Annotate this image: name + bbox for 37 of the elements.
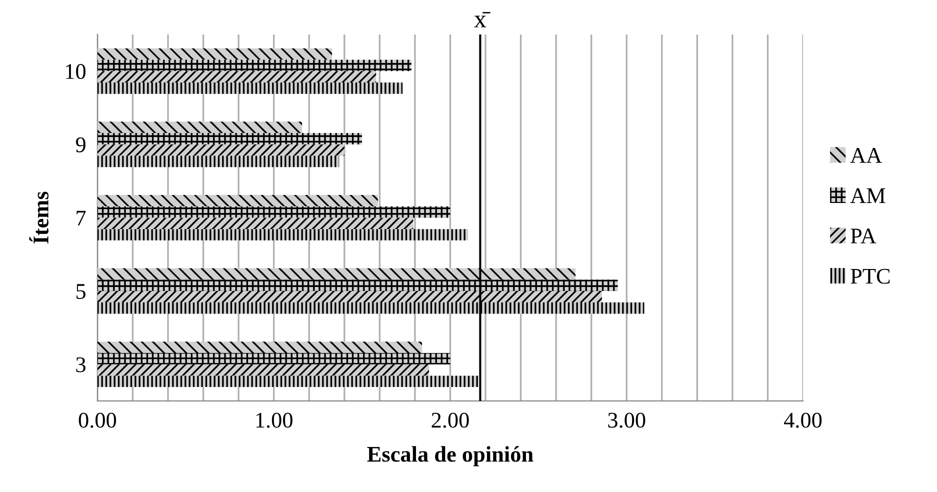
- bar: [97, 206, 450, 218]
- bar: [97, 133, 362, 144]
- y-tick-label: 10: [66, 64, 86, 80]
- bar: [97, 82, 403, 94]
- ref-line-label: x̄: [474, 12, 490, 28]
- legend-label: PTC: [850, 268, 890, 284]
- x-tick-label: 0.00: [78, 412, 116, 428]
- y-tick-label: 9: [76, 137, 86, 152]
- bar: [97, 342, 422, 353]
- x-tick-label: 1.00: [256, 412, 292, 428]
- bar: [97, 229, 468, 240]
- x-tick-label: 4.00: [784, 412, 822, 428]
- bar: [97, 60, 412, 72]
- bar: [97, 280, 618, 292]
- legend-label: AA: [850, 148, 882, 163]
- x-tick-label: 3.00: [608, 412, 646, 428]
- bar: [97, 302, 644, 314]
- bar: [97, 218, 414, 230]
- y-axis-title: Ítems: [29, 192, 48, 244]
- bar: [97, 376, 478, 388]
- legend-label: PA: [850, 228, 876, 244]
- bar: [97, 364, 430, 376]
- x-axis-title: Escala de opinión: [367, 446, 534, 466]
- bar: [97, 144, 344, 156]
- bar: [97, 122, 302, 134]
- bar: [97, 268, 576, 280]
- bar: [97, 291, 602, 302]
- y-tick-label: 5: [76, 284, 86, 299]
- bar: [97, 48, 332, 60]
- x-tick-label: 2.00: [432, 412, 469, 428]
- bar: [97, 352, 450, 364]
- bar: [97, 194, 378, 206]
- bar: [97, 71, 376, 82]
- bar: [97, 156, 340, 168]
- y-tick-label: 7: [76, 210, 86, 226]
- y-tick-label: 3: [76, 357, 86, 372]
- legend-label: AM: [850, 188, 886, 203]
